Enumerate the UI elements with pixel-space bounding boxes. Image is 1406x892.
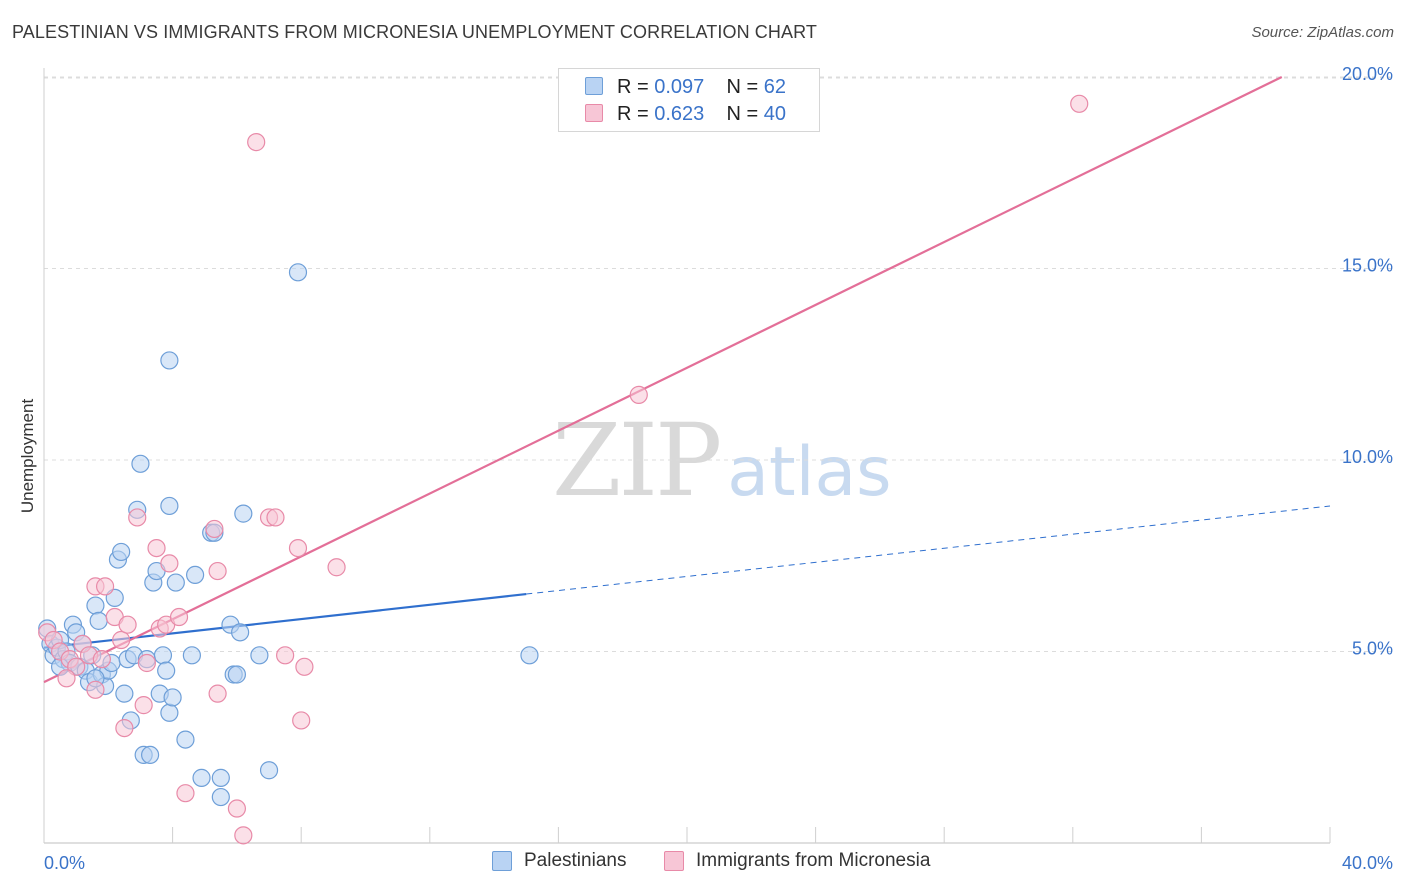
point-micronesia: [266, 508, 285, 527]
point-micronesia: [128, 508, 147, 527]
point-micronesia: [288, 538, 308, 558]
point-palestinians: [160, 351, 179, 370]
point-micronesia: [57, 669, 76, 688]
point-palestinians: [166, 573, 185, 592]
point-micronesia: [118, 615, 137, 634]
source-label: Source: ZipAtlas.com: [1251, 24, 1394, 41]
point-palestinians: [250, 646, 269, 665]
point-micronesia: [292, 711, 311, 730]
y-axis-label: Unemployment: [18, 398, 37, 514]
data-points: [38, 94, 1089, 845]
bottom-legend-palestinians: Palestinians: [492, 850, 626, 872]
y-tick-label: 10.0%: [1342, 447, 1393, 467]
point-palestinians: [131, 454, 150, 473]
point-micronesia: [276, 646, 295, 665]
point-micronesia: [208, 561, 227, 581]
legend-r-value: 0.097: [654, 75, 705, 98]
point-palestinians: [211, 787, 230, 807]
point-palestinians: [234, 504, 253, 523]
point-palestinians: [192, 768, 211, 787]
point-micronesia: [92, 650, 111, 669]
legend-swatch-palestinians: [585, 77, 603, 95]
point-palestinians: [86, 596, 105, 615]
trend-lines: [43, 76, 1331, 684]
point-micronesia: [208, 684, 227, 703]
point-palestinians: [140, 745, 160, 765]
point-palestinians: [520, 646, 539, 665]
point-palestinians: [231, 623, 250, 642]
point-palestinians: [176, 730, 195, 749]
x-tick-label: 0.0%: [44, 853, 85, 873]
watermark-atlas: atlas: [727, 433, 892, 512]
legend-r-label: R =: [617, 102, 649, 125]
y-tick-label: 20.0%: [1342, 64, 1393, 84]
bottom-legend-label: Palestinians: [524, 850, 627, 871]
point-micronesia: [134, 696, 153, 715]
y-tick-label: 5.0%: [1352, 639, 1393, 659]
point-micronesia: [169, 607, 189, 627]
point-micronesia: [112, 630, 131, 650]
point-micronesia: [205, 519, 224, 539]
legend-n-value: 40: [763, 102, 787, 125]
correlation-legend: R = 0.097 N = 62 R = 0.623 N = 40: [558, 68, 820, 132]
trend-line-micronesia: [43, 76, 1283, 684]
point-palestinians: [115, 684, 134, 703]
point-micronesia: [160, 554, 179, 573]
legend-n-label: N =: [726, 75, 759, 98]
point-palestinians: [89, 611, 108, 630]
point-micronesia: [234, 826, 253, 845]
legend-r-label: R =: [617, 75, 649, 98]
point-palestinians: [157, 661, 176, 680]
y-tick-label: 15.0%: [1342, 256, 1393, 276]
legend-n-value: 62: [763, 75, 787, 98]
bottom-legend-swatch: [492, 851, 512, 871]
legend-n-label: N =: [726, 102, 759, 125]
bottom-legend-swatch: [664, 851, 684, 871]
point-micronesia: [115, 718, 134, 738]
point-palestinians: [153, 646, 173, 665]
bottom-legend-micronesia: Immigrants from Micronesia: [664, 850, 930, 872]
point-micronesia: [137, 653, 156, 673]
point-palestinians: [211, 768, 230, 787]
point-palestinians: [288, 263, 308, 282]
point-palestinians: [160, 496, 179, 516]
point-palestinians: [182, 646, 201, 665]
point-micronesia: [327, 558, 346, 577]
point-palestinians: [259, 761, 279, 780]
point-micronesia: [176, 784, 195, 803]
chart-title: PALESTINIAN VS IMMIGRANTS FROM MICRONESI…: [12, 22, 817, 42]
bottom-legend-label: Immigrants from Micronesia: [696, 850, 931, 871]
point-micronesia: [95, 577, 115, 596]
trend-line-palestinians-extension: [526, 505, 1331, 595]
point-micronesia: [629, 385, 648, 404]
legend-r-value: 0.623: [654, 102, 705, 125]
point-micronesia: [1070, 94, 1089, 113]
point-palestinians: [112, 542, 131, 562]
point-micronesia: [295, 657, 314, 676]
point-palestinians: [163, 688, 182, 707]
point-palestinians: [160, 703, 179, 722]
point-micronesia: [147, 538, 166, 558]
x-tick-label: 40.0%: [1342, 853, 1393, 873]
point-palestinians: [186, 565, 205, 585]
tick-labels: 5.0% 10.0% 15.0% 20.0% 0.0% 40.0%: [44, 64, 1393, 873]
point-micronesia: [247, 133, 266, 152]
point-palestinians: [227, 665, 246, 684]
point-micronesia: [86, 680, 105, 699]
axes: [43, 68, 1331, 844]
legend-swatch-micronesia: [585, 104, 603, 122]
gridlines: [44, 76, 1392, 652]
point-micronesia: [227, 799, 246, 818]
